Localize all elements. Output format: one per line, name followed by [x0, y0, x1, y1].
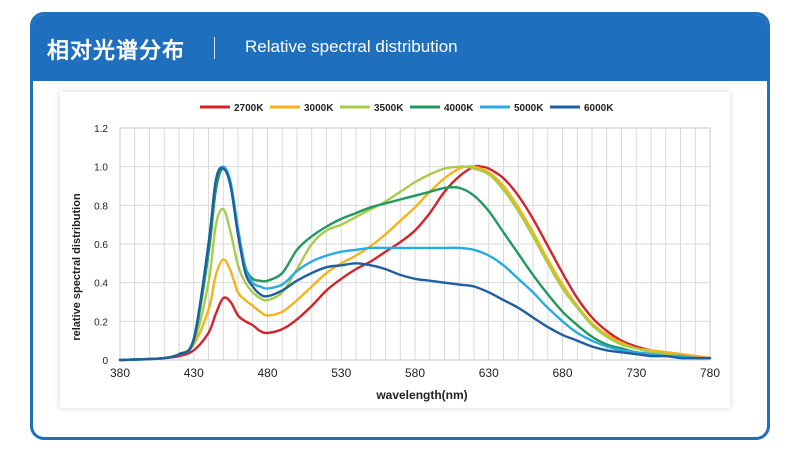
chart-series-lines: [118, 164, 712, 362]
y-tick-label: 0.4: [94, 279, 108, 290]
y-tick-label: 0.2: [94, 317, 108, 328]
x-tick-label: 430: [184, 366, 204, 380]
series-line-2700K: [118, 164, 712, 362]
x-tick-label: 480: [257, 366, 277, 380]
series-line-3500K: [118, 165, 712, 362]
series-line-5000K: [118, 165, 712, 362]
chart-axes: 380 430 480 530 580 630 680 730 780 0 0.2 0.4 0.6 0.8…: [94, 124, 720, 380]
spectral-chart: 380 430 480 530 580 630 680 730 780 0 0.2 0.4 0.6 0.8…: [71, 103, 720, 402]
x-tick-label: 730: [626, 366, 646, 380]
header-divider: [214, 37, 215, 59]
y-tick-label: 0.6: [94, 240, 108, 251]
x-tick-label: 630: [479, 366, 499, 380]
legend-label-2700K: 2700K: [234, 103, 264, 114]
series-line-3000K: [118, 164, 712, 362]
legend-label-3000K: 3000K: [304, 103, 334, 114]
chart-panel: 380 430 480 530 580 630 680 730 780 0 0.2 0.4 0.6 0.8…: [60, 92, 730, 408]
legend-label-3500K: 3500K: [374, 103, 404, 114]
card-header: 相对光谱分布 Relative spectral distribution: [33, 15, 767, 81]
series-line-6000K: [118, 167, 712, 362]
x-axis-label: wavelength(nm): [375, 388, 467, 402]
chart-legend: 2700K 3000K 3500K 4000K 5000K 6000K: [200, 103, 614, 114]
y-tick-label: 1.2: [94, 124, 108, 135]
y-tick-label: 0: [102, 356, 108, 367]
x-tick-label: 380: [110, 366, 130, 380]
x-tick-label: 680: [552, 366, 572, 380]
x-tick-label: 580: [405, 366, 425, 380]
title-english: Relative spectral distribution: [245, 37, 458, 56]
y-tick-label: 1.0: [94, 163, 108, 174]
y-tick-label: 0.8: [94, 201, 108, 212]
legend-label-4000K: 4000K: [444, 103, 474, 114]
y-axis-label: relative spectral distribution: [71, 193, 83, 341]
x-tick-label: 780: [700, 366, 720, 380]
legend-label-6000K: 6000K: [584, 103, 614, 114]
x-tick-label: 530: [331, 366, 351, 380]
legend-label-5000K: 5000K: [514, 103, 544, 114]
title-chinese: 相对光谱分布: [47, 39, 186, 64]
